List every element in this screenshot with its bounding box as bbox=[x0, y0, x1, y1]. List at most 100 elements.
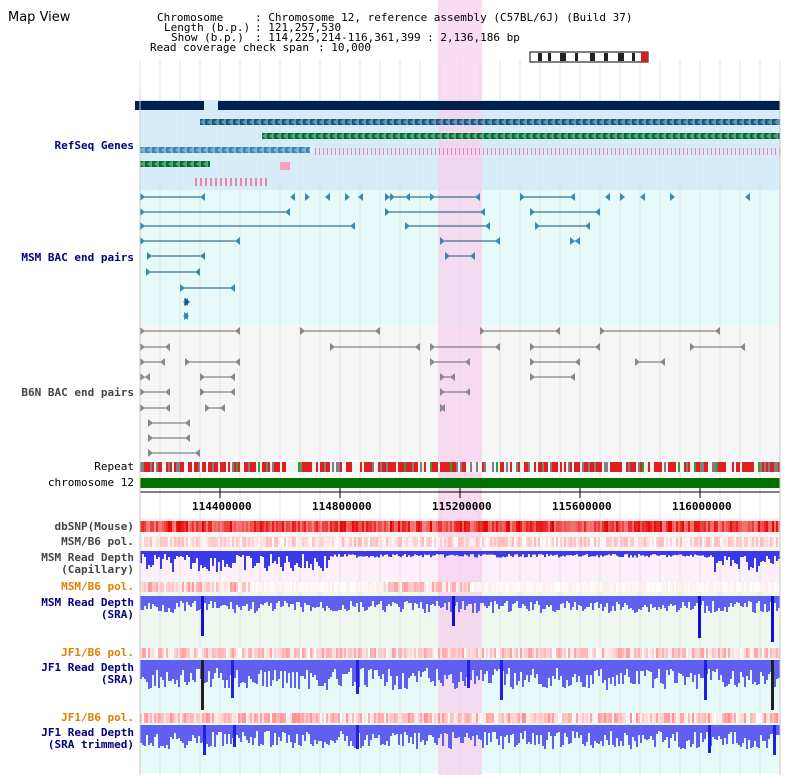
depth-bar bbox=[726, 725, 728, 744]
gene-strand-arrow bbox=[732, 118, 737, 126]
depth-bar bbox=[452, 551, 454, 555]
depth-bar bbox=[548, 660, 550, 678]
pol-cell bbox=[712, 582, 714, 592]
depth-bar bbox=[414, 551, 416, 555]
depth-bar bbox=[454, 551, 456, 556]
gene-strand-arrow bbox=[710, 132, 715, 140]
depth-bar bbox=[416, 725, 418, 749]
track-label-jf1-depth-1[interactable]: JF1 Read Depth bbox=[41, 661, 134, 674]
track-label-refseq[interactable]: RefSeq Genes bbox=[54, 139, 134, 152]
pol-cell bbox=[168, 713, 170, 723]
depth-bar bbox=[762, 596, 764, 612]
pol-cell bbox=[316, 648, 318, 658]
pol-cell bbox=[716, 537, 718, 547]
depth-bar bbox=[744, 596, 746, 603]
depth-bar bbox=[612, 660, 614, 677]
depth-bar bbox=[382, 725, 384, 744]
pol-cell bbox=[306, 582, 308, 592]
repeat-element bbox=[746, 462, 748, 472]
pol-cell bbox=[330, 582, 332, 592]
depth-bar bbox=[458, 596, 460, 612]
depth-bar bbox=[740, 551, 742, 557]
pol-cell bbox=[532, 713, 534, 723]
repeat-element bbox=[184, 462, 186, 472]
depth-bar bbox=[146, 725, 148, 735]
track-label-msm-depth-sra-1[interactable]: MSM Read Depth bbox=[41, 596, 134, 609]
track-label-b6n-bac[interactable]: B6N BAC end pairs bbox=[21, 386, 134, 399]
pol-cell bbox=[248, 648, 250, 658]
depth-bar bbox=[154, 596, 156, 606]
pol-cell bbox=[226, 713, 228, 723]
pol-cell bbox=[204, 537, 206, 547]
pol-cell bbox=[258, 648, 260, 658]
depth-bar bbox=[144, 551, 146, 557]
depth-bar bbox=[362, 551, 364, 557]
pol-cell bbox=[454, 648, 456, 658]
gene-strand-arrow bbox=[256, 118, 261, 126]
depth-bar bbox=[644, 725, 646, 739]
feature-arrow bbox=[358, 193, 363, 201]
pol-cell bbox=[672, 537, 674, 547]
track-label-dbsnp[interactable]: dbSNP(Mouse) bbox=[54, 520, 134, 533]
depth-bar bbox=[390, 596, 392, 606]
depth-bar bbox=[622, 596, 624, 607]
track-label-msm-depth-cap-1[interactable]: MSM Read Depth bbox=[41, 551, 134, 564]
gene-strand-arrow bbox=[703, 132, 708, 140]
snp-density-cell bbox=[352, 521, 354, 532]
repeat-element bbox=[478, 462, 480, 472]
repeat-element bbox=[414, 462, 416, 472]
depth-bar bbox=[438, 551, 440, 555]
refseq-exon bbox=[723, 148, 724, 155]
track-label-msm-b6-pol-1[interactable]: MSM/B6 pol. bbox=[61, 535, 134, 548]
snp-density-cell bbox=[718, 521, 720, 532]
pol-cell bbox=[582, 537, 584, 547]
depth-bar bbox=[398, 596, 400, 607]
feature-arrow bbox=[165, 388, 170, 396]
track-label-msm-bac[interactable]: MSM BAC end pairs bbox=[21, 251, 134, 264]
pol-cell bbox=[358, 537, 360, 547]
gene-strand-arrow bbox=[620, 118, 625, 126]
depth-bar bbox=[426, 596, 428, 604]
pol-cell bbox=[720, 537, 722, 547]
depth-bar bbox=[526, 551, 528, 557]
pol-cell bbox=[390, 582, 392, 592]
pol-cell bbox=[642, 582, 644, 592]
depth-bar bbox=[666, 551, 668, 558]
pol-cell bbox=[514, 648, 516, 658]
depth-bar bbox=[568, 551, 570, 556]
pol-cell bbox=[346, 582, 348, 592]
track-label-jf1-trim-1[interactable]: JF1 Read Depth bbox=[41, 726, 134, 739]
pol-cell bbox=[210, 713, 212, 723]
track-label-repeat[interactable]: Repeat bbox=[94, 460, 134, 473]
pol-cell bbox=[750, 537, 752, 547]
depth-bar bbox=[454, 725, 456, 738]
depth-bar bbox=[658, 551, 660, 556]
repeat-element bbox=[148, 462, 150, 472]
repeat-element bbox=[458, 462, 460, 472]
pol-cell bbox=[166, 713, 168, 723]
repeat-element bbox=[364, 462, 366, 472]
pol-cell bbox=[238, 648, 240, 658]
pol-cell bbox=[484, 713, 486, 723]
pol-cell bbox=[736, 648, 738, 658]
depth-bar bbox=[698, 725, 700, 747]
refseq-exon bbox=[671, 148, 672, 155]
depth-bar bbox=[468, 596, 470, 604]
depth-bar bbox=[412, 596, 414, 610]
repeat-element bbox=[656, 462, 658, 472]
track-label-msm-b6-pol-2[interactable]: MSM/B6 pol. bbox=[61, 580, 134, 593]
pol-cell bbox=[250, 582, 252, 592]
depth-bar bbox=[486, 596, 488, 608]
depth-bar bbox=[536, 551, 538, 557]
depth-bar bbox=[238, 551, 240, 556]
depth-bar bbox=[756, 551, 758, 572]
pol-cell bbox=[300, 648, 302, 658]
pol-cell bbox=[304, 648, 306, 658]
track-label-jf1-b6-pol-1[interactable]: JF1/B6 pol. bbox=[61, 646, 134, 659]
track-label-msm-depth-cap-2: (Capillary) bbox=[61, 563, 134, 576]
repeat-element bbox=[496, 462, 498, 472]
track-label-jf1-b6-pol-2[interactable]: JF1/B6 pol. bbox=[61, 711, 134, 724]
depth-bar bbox=[576, 725, 578, 732]
snp-density-cell bbox=[566, 521, 568, 532]
